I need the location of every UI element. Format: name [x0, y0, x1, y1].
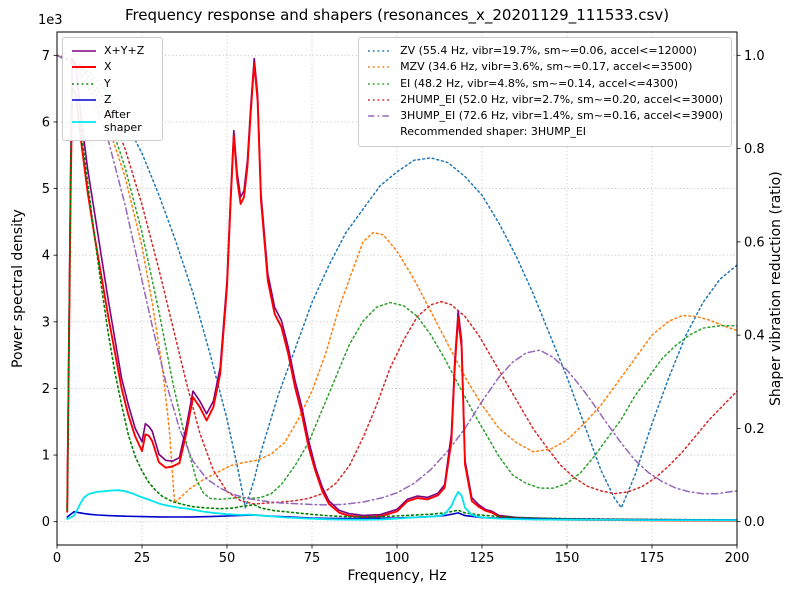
legend-item-recommended: Recommended shaper: 3HUMP_EI: [367, 125, 723, 139]
series-mzv: [57, 54, 737, 504]
recommended-shaper-text: Recommended shaper: 3HUMP_EI: [400, 125, 587, 139]
legend-item-2hump-ei: 2HUMP_EI (52.0 Hz, vibr=2.7%, sm~=0.20, …: [367, 93, 723, 107]
legend-label: ZV (55.4 Hz, vibr=19.7%, sm~=0.06, accel…: [400, 44, 697, 57]
after-shaper-line-icon: [72, 120, 96, 123]
legend-item-x: X: [71, 60, 154, 74]
svg-text:0: 0: [53, 551, 61, 566]
legend-item-mzv: MZV (34.6 Hz, vibr=3.6%, sm~=0.17, accel…: [367, 60, 723, 74]
x-line-icon: [72, 66, 96, 69]
2hump-ei-line-icon: [368, 99, 393, 101]
series-3hump-ei: [57, 54, 737, 506]
y-axis-label-left: Power spectral density: [10, 209, 26, 368]
svg-text:6: 6: [42, 115, 50, 130]
legend-label: MZV (34.6 Hz, vibr=3.6%, sm~=0.17, accel…: [400, 60, 693, 74]
svg-text:5: 5: [42, 182, 50, 197]
x-axis-label: Frequency, Hz: [347, 568, 447, 584]
empty-swatch: [367, 128, 393, 138]
y-line-icon: [72, 82, 96, 85]
svg-text:0.2: 0.2: [744, 422, 765, 437]
legend-label: X: [104, 60, 112, 74]
svg-text:50: 50: [219, 551, 236, 566]
svg-text:0.6: 0.6: [744, 235, 765, 250]
legend-item-z: Z: [71, 93, 154, 107]
legend-label: 2HUMP_EI (52.0 Hz, vibr=2.7%, sm~=0.20, …: [400, 92, 723, 106]
svg-text:150: 150: [555, 551, 580, 566]
svg-text:3: 3: [42, 315, 50, 330]
legend-label: After shaper: [104, 108, 142, 134]
svg-text:4: 4: [42, 249, 50, 264]
legend-label: Z: [104, 92, 112, 106]
svg-text:0.8: 0.8: [744, 142, 765, 157]
svg-text:7: 7: [42, 49, 50, 64]
y-axis-offset-text: 1e3: [38, 13, 63, 28]
svg-text:125: 125: [470, 551, 495, 566]
svg-text:0: 0: [42, 515, 50, 530]
svg-text:75: 75: [304, 551, 321, 566]
series-zv: [57, 54, 737, 509]
series-ei: [57, 54, 737, 501]
psd-legend: X+Y+Z X Y Z After shaper: [62, 37, 163, 142]
svg-text:200: 200: [725, 551, 750, 566]
legend-item-y: Y: [71, 77, 154, 91]
series-x: [66, 62, 737, 522]
svg-text:0.0: 0.0: [744, 515, 765, 530]
svg-text:25: 25: [134, 551, 151, 566]
series-y: [66, 86, 737, 521]
legend-label: Y: [104, 76, 111, 90]
series-2hump-ei: [57, 54, 737, 505]
legend-label: X+Y+Z: [104, 44, 145, 57]
svg-text:2: 2: [42, 382, 50, 397]
svg-text:100: 100: [385, 551, 410, 566]
zv-line-icon: [368, 50, 393, 52]
legend-item-ei: EI (48.2 Hz, vibr=4.8%, sm~=0.14, accel<…: [367, 77, 723, 91]
svg-text:1.0: 1.0: [744, 49, 765, 64]
legend-item-after-shaper: After shaper: [71, 108, 154, 134]
y-axis-label-right: Shaper vibration reduction (ratio): [768, 171, 784, 406]
svg-text:175: 175: [640, 551, 665, 566]
shaper-legend: ZV (55.4 Hz, vibr=19.7%, sm~=0.06, accel…: [358, 37, 732, 147]
mzv-line-icon: [368, 66, 393, 69]
legend-item-xyz: X+Y+Z: [71, 44, 154, 58]
svg-text:0.4: 0.4: [744, 329, 765, 344]
chart-title: Frequency response and shapers (resonanc…: [124, 6, 670, 24]
xyz-line-icon: [72, 50, 96, 52]
legend-item-3hump-ei: 3HUMP_EI (72.6 Hz, vibr=1.4%, sm~=0.16, …: [367, 109, 723, 123]
z-line-icon: [72, 99, 96, 101]
series-after-shaper: [66, 489, 737, 522]
svg-text:1: 1: [42, 449, 50, 464]
3hump-ei-line-icon: [368, 115, 393, 118]
ei-line-icon: [368, 82, 393, 85]
legend-item-zv: ZV (55.4 Hz, vibr=19.7%, sm~=0.06, accel…: [367, 44, 723, 58]
legend-label: 3HUMP_EI (72.6 Hz, vibr=1.4%, sm~=0.16, …: [400, 109, 723, 123]
legend-label: EI (48.2 Hz, vibr=4.8%, sm~=0.14, accel<…: [400, 76, 679, 90]
